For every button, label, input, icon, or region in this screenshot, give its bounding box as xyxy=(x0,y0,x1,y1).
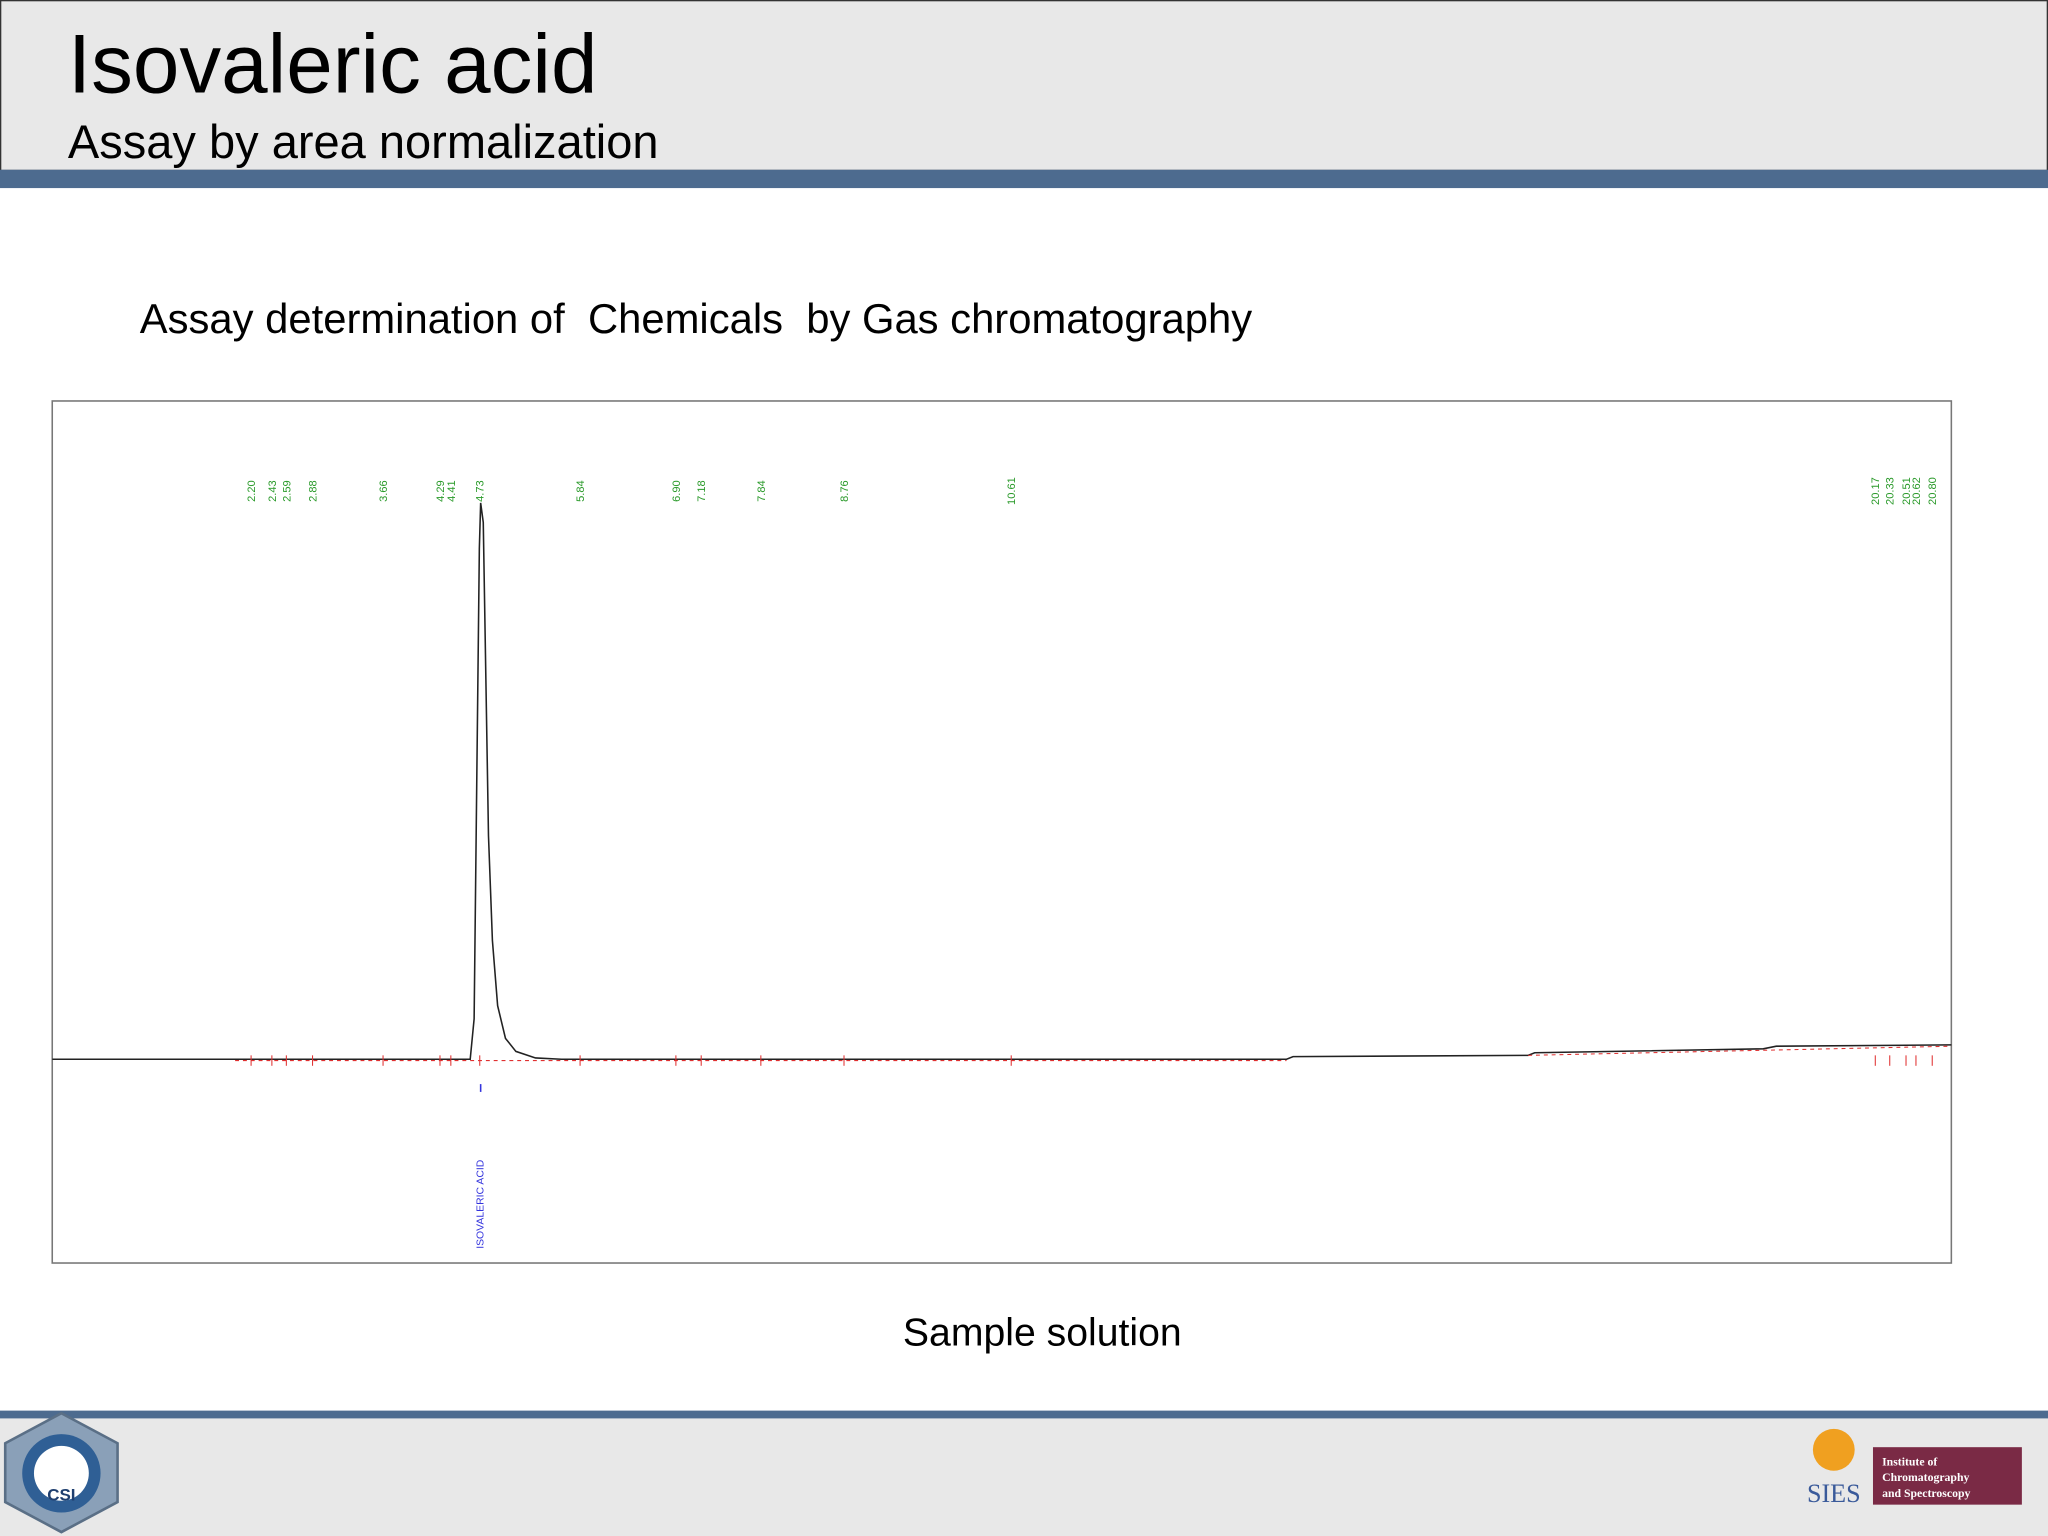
peak-label: 10.61 xyxy=(1006,477,1018,505)
sies-text: Institute of xyxy=(1882,1455,1938,1468)
sies-sun xyxy=(1812,1428,1855,1471)
peak-label: 20.17 xyxy=(1870,477,1882,505)
title: Isovaleric acid xyxy=(68,17,598,111)
peak-label: 4.29 xyxy=(435,480,447,502)
peak-label: 7.84 xyxy=(756,480,768,502)
peak-label: 2.20 xyxy=(246,480,258,502)
chromatogram: ISOVALERIC ACID 2.20 2.43 2.59 2.88 3.66 4.29… xyxy=(51,400,1953,1264)
subtitle: Assay by area normalization xyxy=(68,115,659,168)
trace xyxy=(52,502,1952,1061)
footer-band xyxy=(0,1410,2048,1419)
peak-label: 2.43 xyxy=(267,480,279,502)
peak-label: 20.51 xyxy=(1901,477,1913,505)
chromatogram-frame xyxy=(51,400,1953,1264)
peak-label: 2.88 xyxy=(307,480,319,502)
peak-label: 20.62 xyxy=(1911,477,1923,505)
peak-name: ISOVALERIC ACID xyxy=(475,1159,486,1249)
sies-text: Chromatography xyxy=(1882,1471,1969,1484)
peak-label: 4.73 xyxy=(475,480,487,502)
peak-label: 5.84 xyxy=(575,480,587,502)
csi-logo-text: CSI xyxy=(47,1486,75,1505)
peak-label: 20.33 xyxy=(1885,477,1897,505)
csi-logo-center xyxy=(33,1445,89,1501)
sies-box xyxy=(1872,1447,2022,1505)
peak-label: 7.18 xyxy=(696,480,708,502)
peak-label: 3.66 xyxy=(378,480,390,502)
caption: Sample solution xyxy=(903,1311,1182,1354)
sies-mark: SIES xyxy=(1807,1479,1861,1508)
peak-label: 20.80 xyxy=(1927,477,1939,505)
footer-bg xyxy=(0,1418,2048,1536)
peak-label: 4.41 xyxy=(446,480,458,502)
peak-label: 2.59 xyxy=(281,480,293,502)
header-band xyxy=(0,169,2048,189)
sies-text: and Spectroscopy xyxy=(1882,1487,1970,1500)
header-bg xyxy=(0,0,2048,172)
peak-label: 8.76 xyxy=(839,480,851,502)
peak-label: 6.90 xyxy=(671,480,683,502)
heading: Assay determination of Chemicals by Gas … xyxy=(140,295,1252,342)
